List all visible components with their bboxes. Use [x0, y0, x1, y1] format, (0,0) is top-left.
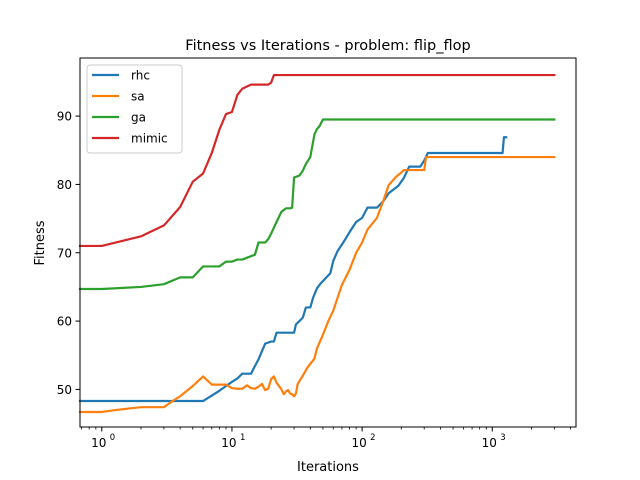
x-axis-label: Iterations — [297, 460, 359, 475]
legend-label-rhc: rhc — [131, 69, 150, 83]
y-tick-label: 50 — [57, 383, 72, 397]
x-tick-label: 10 — [482, 436, 497, 450]
legend-label-mimic: mimic — [131, 132, 168, 146]
x-axis: 10 0 10 1 10 2 10 3 — [81, 427, 572, 450]
legend-label-ga: ga — [131, 111, 146, 125]
y-axis: 50 60 70 80 90 — [57, 110, 80, 397]
x-tick-label: 10 — [351, 436, 366, 450]
series-line-sa — [78, 155, 556, 414]
x-tick-label: 10 — [221, 436, 236, 450]
series-line-mimic — [78, 73, 556, 248]
series-line-rhc — [78, 136, 508, 403]
legend: rhc sa ga mimic — [86, 64, 183, 154]
legend-label-sa: sa — [131, 90, 145, 104]
y-tick-label: 90 — [57, 110, 72, 124]
x-tick-label-exponent: 3 — [500, 433, 505, 443]
x-tick-label-exponent: 0 — [110, 433, 115, 443]
y-tick-label: 60 — [57, 315, 72, 329]
x-tick-label: 10 — [91, 436, 106, 450]
legend-box — [86, 64, 183, 154]
series-layer — [78, 73, 556, 414]
y-tick-label: 70 — [57, 246, 72, 260]
series-line-ga — [78, 118, 556, 291]
y-tick-label: 80 — [57, 178, 72, 192]
plot-frame — [79, 57, 577, 428]
x-tick-label-exponent: 1 — [240, 433, 245, 443]
x-tick-label-exponent: 2 — [370, 433, 375, 443]
y-axis-label: Fitness — [33, 220, 48, 265]
chart-title: Fitness vs Iterations - problem: flip_fl… — [185, 38, 470, 54]
